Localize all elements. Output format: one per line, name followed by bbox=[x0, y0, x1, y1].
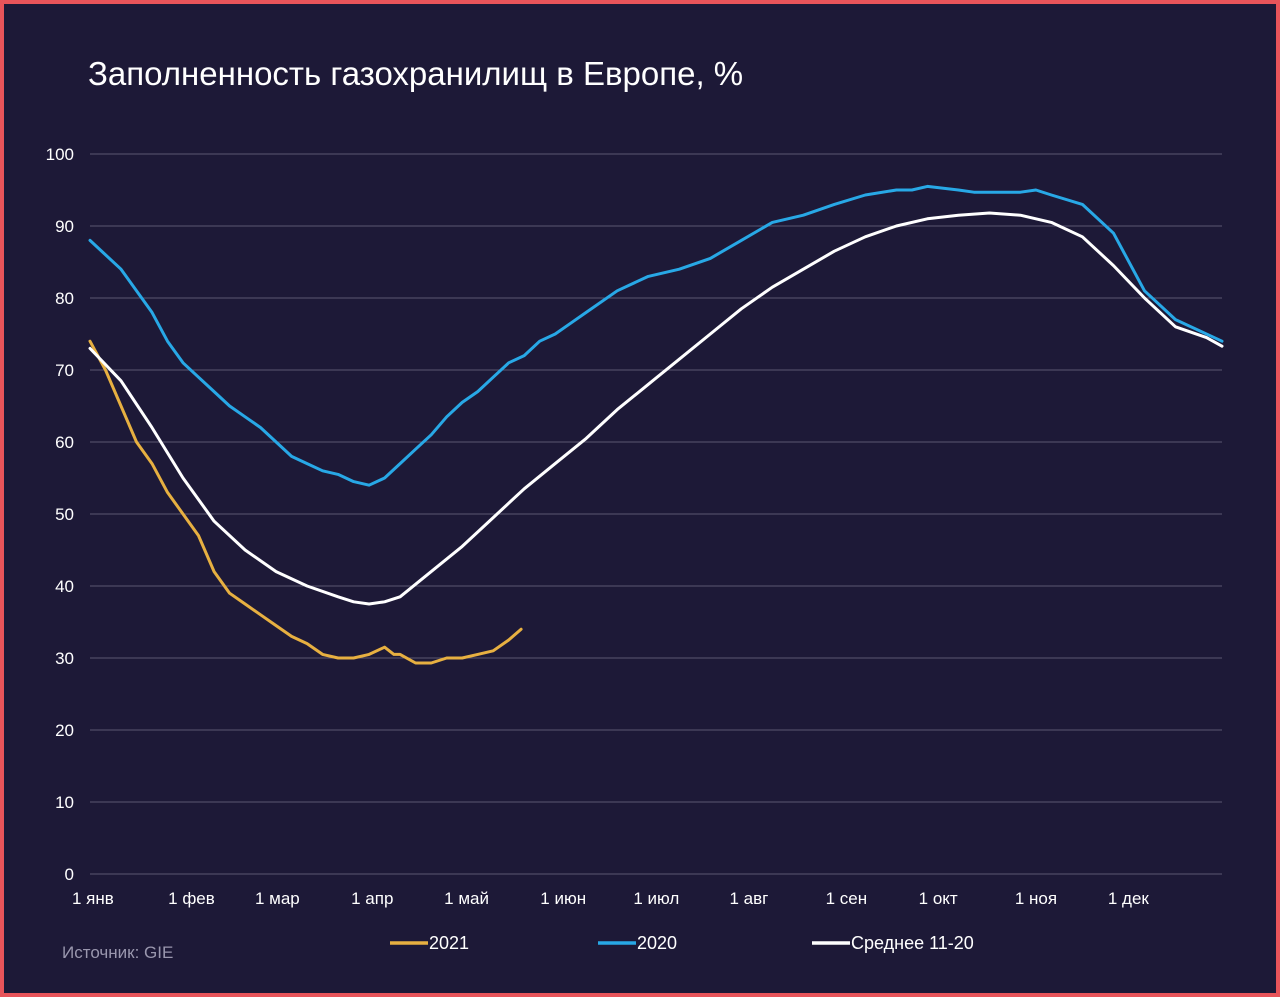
x-tick-label: 1 май bbox=[444, 889, 489, 908]
x-tick-label: 1 сен bbox=[826, 889, 868, 908]
x-tick-label: 1 ноя bbox=[1015, 889, 1057, 908]
y-tick-label: 30 bbox=[55, 649, 74, 668]
series-line-0 bbox=[88, 339, 523, 665]
y-tick-label: 90 bbox=[55, 217, 74, 236]
y-tick-label: 10 bbox=[55, 793, 74, 812]
y-tick-label: 70 bbox=[55, 361, 74, 380]
x-tick-label: 1 окт bbox=[919, 889, 958, 908]
x-tick-label: 1 июн bbox=[540, 889, 586, 908]
x-axis-ticks: 1 янв 1 фев 1 мар 1 апр 1 май 1 июн 1 июл 1 авг… bbox=[72, 889, 1149, 908]
series-line-1 bbox=[88, 184, 1224, 487]
x-tick-label: 1 мар bbox=[255, 889, 300, 908]
chart-title: Заполненность газохранилищ в Европе, % bbox=[88, 55, 743, 92]
x-tick-label: 1 фев bbox=[168, 889, 215, 908]
grid-lines bbox=[90, 153, 1222, 875]
y-tick-label: 40 bbox=[55, 577, 74, 596]
x-tick-label: 1 янв bbox=[72, 889, 114, 908]
y-tick-label: 0 bbox=[65, 865, 74, 884]
x-tick-label: 1 июл bbox=[633, 889, 679, 908]
y-axis-ticks: 0 10 20 30 40 50 60 70 80 90 100 bbox=[46, 145, 74, 884]
series-lines bbox=[88, 184, 1224, 665]
series-line-2 bbox=[88, 211, 1224, 606]
y-tick-label: 100 bbox=[46, 145, 74, 164]
y-tick-label: 20 bbox=[55, 721, 74, 740]
x-tick-label: 1 дек bbox=[1108, 889, 1150, 908]
x-tick-label: 1 авг bbox=[729, 889, 768, 908]
legend-label: Среднее 11-20 bbox=[851, 933, 974, 953]
legend-label: 2021 bbox=[429, 933, 469, 953]
legend-label: 2020 bbox=[637, 933, 677, 953]
y-tick-label: 60 bbox=[55, 433, 74, 452]
y-tick-label: 80 bbox=[55, 289, 74, 308]
y-tick-label: 50 bbox=[55, 505, 74, 524]
legend: 2021 2020 Среднее 11-20 bbox=[390, 933, 974, 953]
source-note: Источник: GIE bbox=[62, 943, 173, 962]
chart-panel bbox=[4, 4, 1276, 993]
x-tick-label: 1 апр bbox=[351, 889, 393, 908]
